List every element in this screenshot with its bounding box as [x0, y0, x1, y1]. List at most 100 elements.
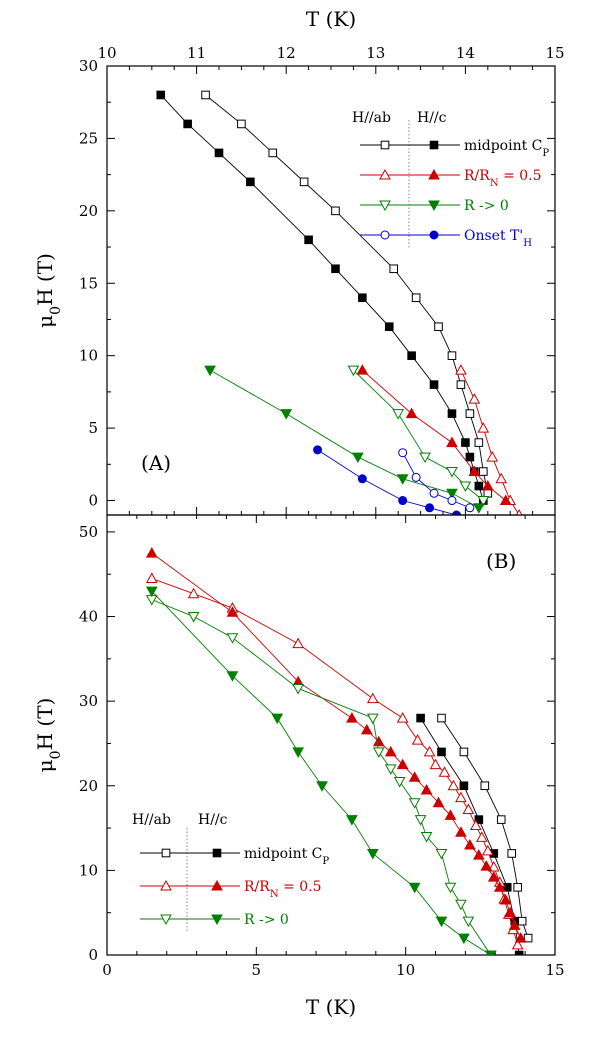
data-point	[468, 465, 481, 477]
data-point	[280, 409, 293, 420]
legend-marker	[212, 848, 222, 858]
legend: H//ab H//c midpoint CP R/RN = 0.5 R -> 0 Onse…	[352, 110, 549, 249]
series-line	[151, 578, 519, 945]
series-line	[151, 590, 492, 955]
series-line	[353, 369, 484, 501]
data-point	[268, 148, 278, 158]
data-point	[392, 409, 405, 420]
series-line	[362, 369, 507, 501]
y-tick-label: 20	[79, 202, 98, 220]
data-point	[331, 206, 340, 216]
data-point	[416, 713, 425, 723]
data-point	[517, 916, 527, 926]
data-point	[423, 745, 436, 757]
series	[437, 713, 533, 943]
data-point	[237, 119, 246, 129]
data-point	[437, 747, 446, 757]
data-point	[408, 798, 421, 809]
plot-frame	[106, 514, 556, 956]
data-point	[444, 809, 457, 820]
series	[201, 90, 493, 498]
x-tick-label: 13	[366, 44, 385, 62]
data-point	[420, 832, 433, 843]
data-point	[407, 351, 416, 360]
series	[313, 445, 461, 515]
legend-marker	[379, 200, 391, 212]
data-point	[405, 407, 418, 419]
data-point	[459, 747, 469, 757]
legend-marker	[429, 230, 439, 240]
data-point	[156, 90, 166, 100]
legend-col-header: H//c	[198, 812, 228, 828]
y-tick-label: 10	[79, 347, 98, 365]
x-tick-label: 15	[545, 44, 564, 62]
data-point	[455, 826, 467, 837]
data-point	[470, 819, 482, 831]
data-point	[499, 494, 512, 506]
data-point	[508, 919, 521, 930]
series-layer	[156, 90, 523, 515]
y-tick-label: 0	[88, 946, 98, 964]
data-point	[486, 451, 499, 462]
panel-a: 10 11 12 13 14 15 0 5 10 15 20 25 30 μ0H (T) T (K) (A) H…	[33, 7, 565, 516]
x-tick-label: 11	[187, 44, 206, 62]
data-point	[246, 177, 255, 187]
data-point	[366, 713, 379, 725]
data-point	[347, 365, 360, 377]
data-point	[372, 735, 385, 747]
data-point	[214, 148, 224, 158]
series	[356, 364, 512, 506]
data-point	[299, 177, 309, 187]
data-point	[435, 848, 448, 860]
x-tick-label: 5	[252, 961, 262, 979]
data-point	[514, 950, 524, 955]
data-point	[226, 633, 239, 644]
legend-label: midpoint CP	[464, 138, 549, 159]
data-point	[447, 409, 457, 418]
legend-marker	[380, 140, 390, 150]
series-line	[317, 449, 457, 515]
data-point	[145, 586, 158, 598]
legend-marker	[379, 168, 391, 180]
data-point	[145, 547, 158, 558]
panel-label: (B)	[486, 549, 516, 573]
series	[398, 448, 475, 513]
y-tick-label: 10	[79, 861, 98, 879]
y-tick-label: 30	[79, 692, 98, 710]
data-point	[419, 452, 431, 464]
series-line	[160, 94, 484, 501]
data-point	[429, 758, 442, 770]
x-tick-label: 15	[545, 961, 564, 979]
data-point	[468, 393, 481, 404]
data-point	[316, 781, 328, 792]
data-point	[495, 472, 508, 484]
data-point	[487, 860, 500, 872]
data-point	[464, 838, 476, 850]
data-point	[414, 815, 427, 826]
data-point	[514, 932, 527, 943]
legend: H//ab H//c midpoint CP R/RN = 0.5 R -> 0	[132, 812, 329, 933]
data-point	[432, 796, 445, 808]
legend-col-header: H//ab	[352, 110, 391, 126]
data-point	[480, 860, 493, 871]
series-line	[209, 369, 480, 509]
data-point	[398, 496, 408, 506]
data-point	[411, 293, 421, 303]
data-point	[474, 815, 484, 824]
legend-marker	[380, 230, 390, 240]
data-point	[472, 849, 485, 860]
data-point	[481, 844, 494, 856]
data-point	[292, 747, 304, 758]
data-point	[366, 692, 379, 704]
series-layer	[145, 547, 533, 955]
series	[204, 365, 485, 514]
data-point	[455, 791, 467, 803]
data-point	[411, 734, 424, 745]
data-point	[458, 933, 470, 945]
data-point	[304, 235, 313, 245]
legend-label: R/RN = 0.5	[464, 168, 542, 189]
y-tick-label: 5	[88, 419, 98, 437]
data-point	[462, 803, 475, 814]
